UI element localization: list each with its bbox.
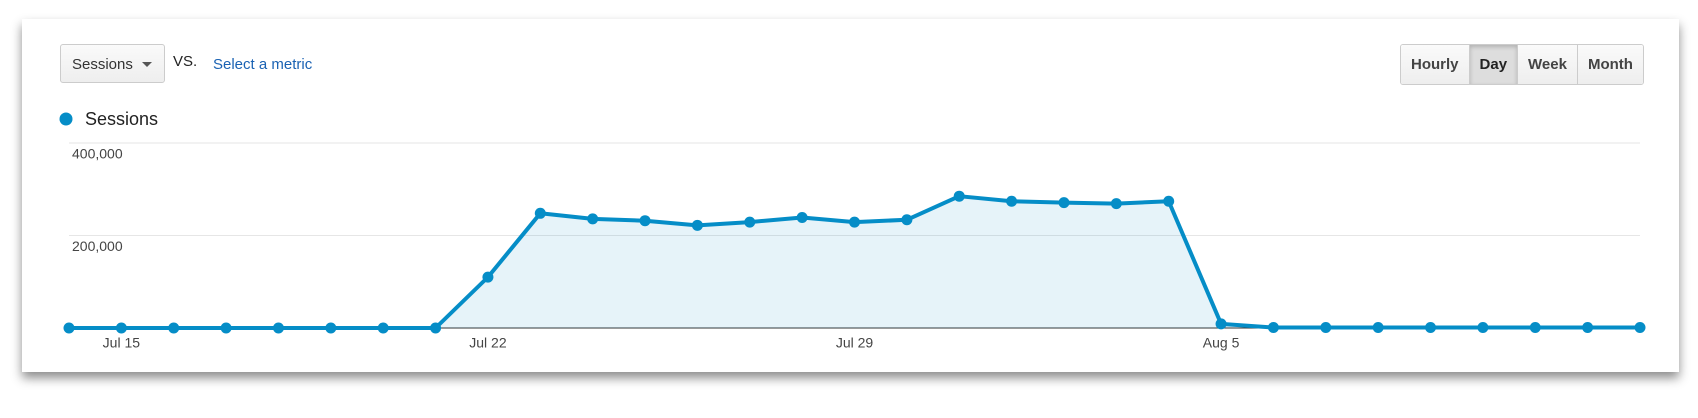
data-point [220,322,232,334]
data-point [744,216,756,228]
data-point [1320,322,1332,334]
data-point [325,322,337,334]
data-point [1529,322,1541,334]
data-point [1267,322,1279,334]
x-tick-label: Jul 22 [469,335,507,351]
data-point [1163,195,1175,207]
data-point [691,219,703,231]
data-point [1110,198,1122,210]
data-point [849,216,860,228]
data-point [534,207,546,219]
data-point [901,214,913,226]
chart: 200,000 400,000 Jul 15 Jul 22 Jul 29 Aug 5 Ses… [59,109,1646,351]
data-point [796,211,808,223]
x-tick-label: Jul 29 [836,335,874,351]
period-buttons: Hourly Day Week Month [1400,44,1644,85]
metric-dropdown[interactable]: Sessions [60,44,165,83]
x-tick-label: Aug 5 [1203,335,1240,351]
data-point [1477,322,1489,334]
data-point [482,271,494,283]
period-button[interactable]: Week [1517,45,1577,84]
legend-label: Sessions [85,109,158,129]
data-point [1006,195,1018,207]
y-tick-label: 200,000 [72,238,123,254]
select-metric-link[interactable]: Select a metric [213,56,313,73]
data-point [1425,322,1437,334]
data-point [1372,322,1384,334]
period-button[interactable]: Day [1468,45,1518,84]
data-point [168,322,180,334]
legend-marker [59,112,73,126]
x-tick-label: Jul 15 [103,335,141,351]
data-point [115,322,127,334]
period-button[interactable]: Hourly [1401,45,1469,84]
data-point [377,322,389,334]
chart-card: Sessions VS. Select a metric Hourly Day We… [22,19,1679,372]
area [69,196,1640,328]
period-button[interactable]: Month [1576,45,1643,84]
data-point [587,213,599,225]
data-point [63,322,75,334]
data-point [430,322,442,334]
data-point [1582,322,1594,334]
data-point [953,190,965,202]
vs-label: VS. [173,53,198,70]
y-tick-label: 400,000 [72,146,123,162]
data-point [1058,197,1070,209]
data-point [639,215,651,227]
data-point [1634,322,1646,334]
data-point [1215,318,1227,330]
data-point [272,322,284,334]
